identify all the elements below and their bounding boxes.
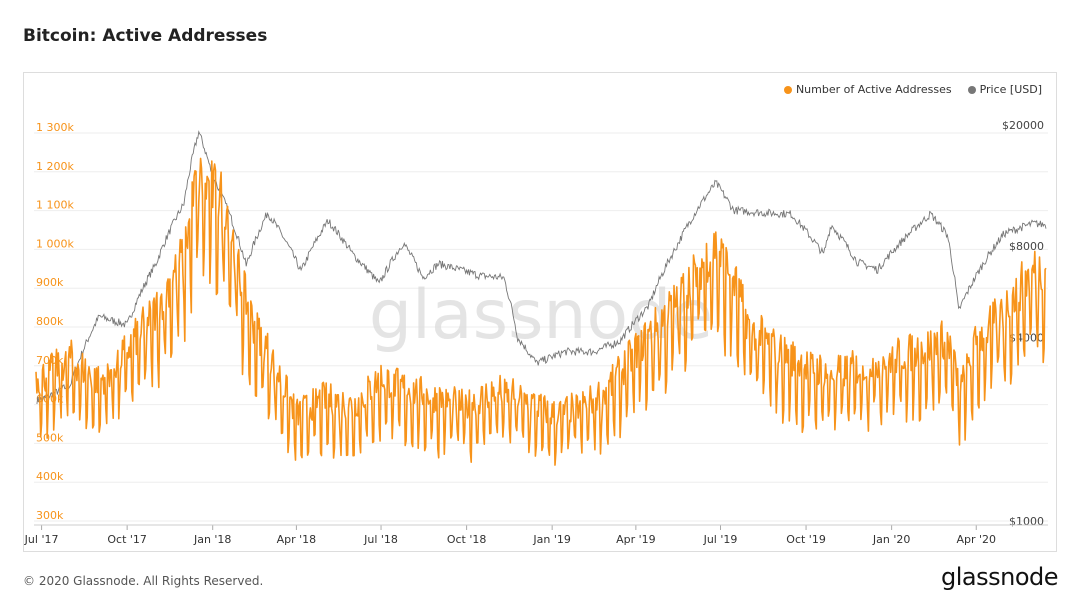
x-tick-label: Jul '17 bbox=[24, 533, 58, 546]
x-tick-label: Oct '17 bbox=[107, 533, 147, 546]
y-right-tick-label: $1000 bbox=[1009, 515, 1044, 528]
x-tick-label: Apr '19 bbox=[616, 533, 656, 546]
y-left-tick-label: 1 000k bbox=[36, 237, 74, 250]
legend-label-price: Price [USD] bbox=[979, 83, 1042, 96]
y-left-tick-label: 1 100k bbox=[36, 199, 74, 212]
x-tick-label: Apr '20 bbox=[956, 533, 996, 546]
x-tick-label: Apr '18 bbox=[277, 533, 317, 546]
x-tick-label: Oct '19 bbox=[786, 533, 826, 546]
y-left-tick-label: 1 200k bbox=[36, 160, 74, 173]
x-tick-label: Jan '19 bbox=[532, 533, 570, 546]
chart-panel: 1 300k 1 200k 1 100k 1 000k 900k 800k 700k 600k… bbox=[23, 72, 1057, 552]
y-left-tick-label: 1 300k bbox=[36, 121, 74, 134]
active-addresses-series-line bbox=[35, 157, 1047, 466]
price-series-line bbox=[36, 130, 1047, 404]
y-left-tick-label: 400k bbox=[36, 470, 64, 483]
copyright-footer: © 2020 Glassnode. All Rights Reserved. bbox=[23, 574, 264, 588]
x-tick-label: Jul '18 bbox=[363, 533, 398, 546]
legend-item-price[interactable]: Price [USD] bbox=[967, 83, 1042, 96]
y-right-tick-label: $8000 bbox=[1009, 240, 1044, 253]
y-left-tick-label: 300k bbox=[36, 509, 64, 522]
glassnode-logo[interactable]: glassnode bbox=[940, 563, 1059, 591]
legend-dot-price bbox=[967, 85, 976, 94]
chart-title: Bitcoin: Active Addresses bbox=[23, 26, 268, 46]
y-left-tick-label: 800k bbox=[36, 315, 64, 328]
chart-legend: Number of Active Addresses Price [USD] bbox=[783, 83, 1042, 96]
legend-dot-active-addresses bbox=[783, 85, 792, 94]
y-left-tick-label: 500k bbox=[36, 431, 64, 444]
y-left-tick-label: 900k bbox=[36, 276, 64, 289]
y-right-tick-label: $20000 bbox=[1002, 119, 1044, 132]
y-left-tick-label: 600k bbox=[36, 393, 64, 406]
x-tick-label: Oct '18 bbox=[447, 533, 487, 546]
legend-item-active-addresses[interactable]: Number of Active Addresses bbox=[783, 83, 952, 96]
x-tick-label: Jan '18 bbox=[193, 533, 231, 546]
x-tick-label: Jul '19 bbox=[703, 533, 738, 546]
y-right-tick-label: $4000 bbox=[1009, 332, 1044, 345]
x-tick-label: Jan '20 bbox=[872, 533, 910, 546]
legend-label-active-addresses: Number of Active Addresses bbox=[795, 83, 952, 96]
